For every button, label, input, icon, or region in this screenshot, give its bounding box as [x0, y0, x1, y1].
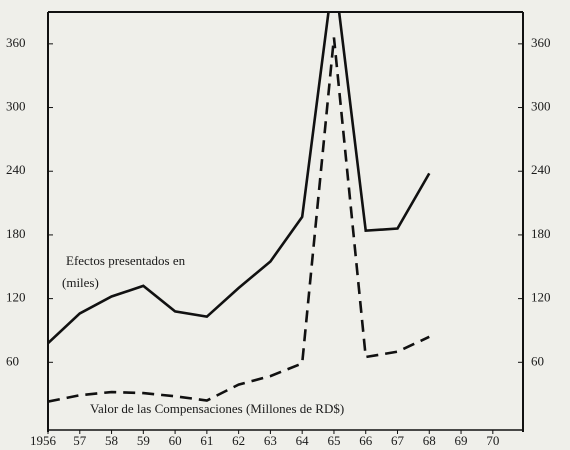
series-line	[48, 12, 431, 345]
x-tick-label: 60	[169, 433, 182, 448]
x-tick-label: 68	[423, 433, 436, 448]
x-tick-label: 66	[359, 433, 373, 448]
y-tick-label: 240	[6, 162, 26, 177]
x-tick-label: 57	[73, 433, 87, 448]
x-tick-label: 1956	[30, 433, 57, 448]
x-tick-label: 64	[296, 433, 310, 448]
x-tick-label: 62	[232, 433, 245, 448]
y-tick-label: 360	[6, 35, 26, 50]
y-tick-label: 180	[6, 226, 26, 241]
x-tick-label: 63	[264, 433, 277, 448]
x-tick-label: 58	[105, 433, 118, 448]
y2-tick-label: 60	[531, 353, 544, 368]
x-tick-label: 61	[200, 433, 213, 448]
x-tick-label: 70	[486, 433, 499, 448]
y2-tick-label: 120	[531, 290, 551, 305]
series-line	[48, 37, 430, 403]
y2-tick-label: 300	[531, 99, 551, 114]
annotation: Valor de las Compensaciones (Millones de…	[90, 401, 344, 416]
x-tick-label: 69	[455, 433, 468, 448]
y2-tick-label: 240	[531, 162, 551, 177]
x-tick-label: 67	[391, 433, 405, 448]
x-tick-label: 65	[327, 433, 340, 448]
annotation: (miles)	[62, 275, 99, 290]
y-tick-label: 300	[6, 99, 26, 114]
x-tick-label: 59	[137, 433, 150, 448]
y-tick-label: 120	[6, 290, 26, 305]
y-tick-label: 60	[6, 353, 19, 368]
y2-tick-label: 360	[531, 35, 551, 50]
annotation: Efectos presentados en	[66, 253, 186, 268]
y2-tick-label: 180	[531, 226, 551, 241]
